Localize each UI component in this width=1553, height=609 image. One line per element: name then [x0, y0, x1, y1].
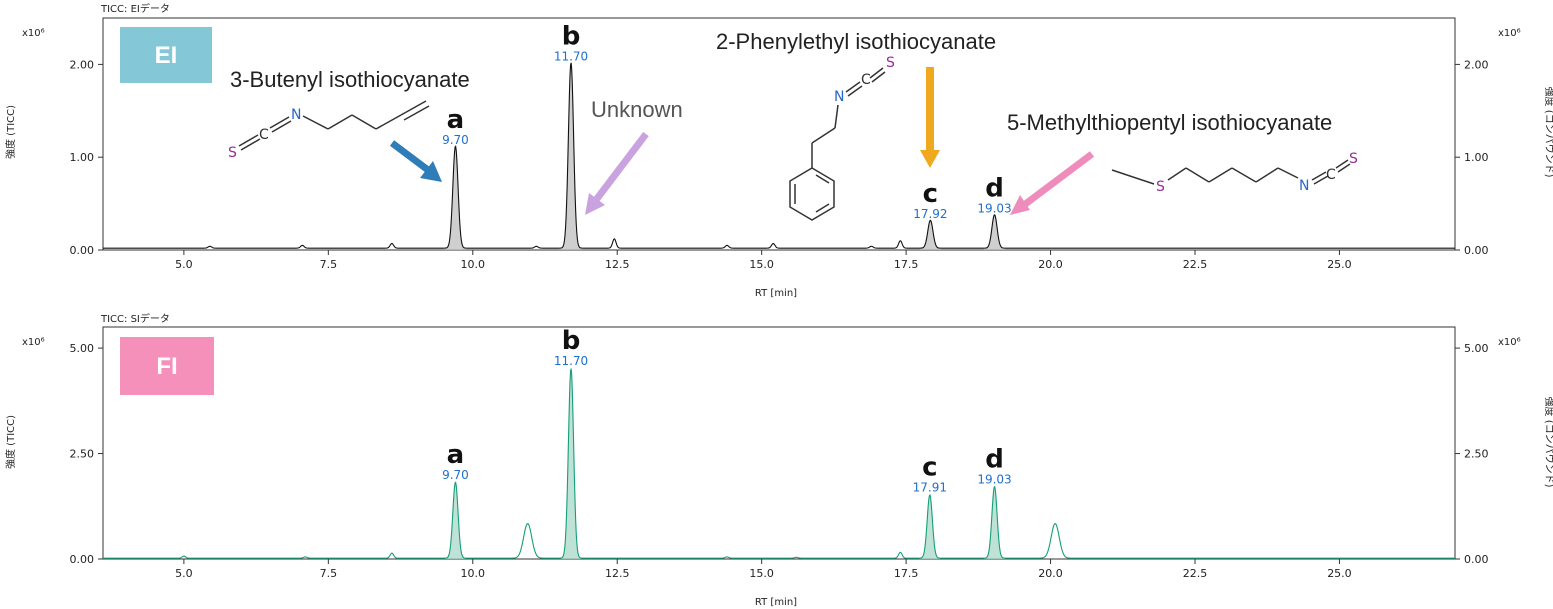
arrow-to-peak-c [920, 67, 940, 168]
fi-panel-header: TICC: SIデータ [100, 312, 170, 325]
atom-c-label: C [1326, 167, 1336, 183]
fi-peak-rt-label: 19.03 [977, 472, 1011, 486]
fi-peak-letter-d: d [985, 444, 1004, 474]
annotation-unknown: Unknown [591, 97, 683, 122]
fi-scale-label-left: x10⁶ [22, 337, 45, 348]
arrow-to-peak-d [1010, 151, 1095, 215]
ei-peak-letter-c: c [923, 179, 938, 209]
ei-scale-label-left: x10⁶ [22, 28, 45, 39]
fi-x-tick-label: 25.0 [1327, 567, 1352, 580]
fi-x-tick-label: 20.0 [1038, 567, 1063, 580]
ei-peak-rt-label: 11.70 [554, 49, 588, 63]
annotation-2-phenylethyl-isothiocyanate: 2-Phenylethyl isothiocyanate [716, 29, 996, 54]
arrow-to-unknown-peak [585, 131, 649, 215]
fi-badge [120, 337, 214, 395]
atom-n-label: N [291, 107, 301, 123]
fi-x-axis-label: RT [min] [755, 597, 797, 608]
ei-y-tick-label: 2.00 [70, 58, 95, 71]
fi-chromatogram-panel: TICC: SIデータ x10⁶ x10⁶ 強度 (TICC) 強度 (コンパウ… [4, 312, 1553, 608]
atom-s-label: S [1156, 179, 1165, 195]
atom-s-label: S [228, 145, 237, 161]
fi-y-tick-label: 2.50 [70, 448, 95, 461]
fi-peak-rt-label: 9.70 [442, 468, 469, 482]
ei-x-tick-label: 7.5 [320, 258, 338, 271]
ei-peak-letter-d: d [985, 174, 1004, 204]
fi-peak-rt-label: 11.70 [554, 354, 588, 368]
fi-y-tick-label-right: 0.00 [1464, 553, 1489, 566]
ei-plot-frame [102, 17, 1456, 251]
ei-x-tick-label: 5.0 [175, 258, 193, 271]
ei-y-tick-label-right: 1.00 [1464, 151, 1489, 164]
fi-x-tick-label: 5.0 [175, 567, 193, 580]
fi-peak-labels: 9.70a 11.70b 17.91c 19.03d [442, 326, 1012, 495]
fi-trace-line [103, 368, 1455, 559]
fi-peak-letter-b: b [562, 326, 581, 356]
fi-plot-frame [102, 326, 1456, 560]
structure-5-methylthiopentyl-isothiocyanate: S N C S [1111, 151, 1358, 195]
fi-peak-rt-label: 17.91 [913, 481, 947, 495]
atom-n-label: N [834, 89, 844, 105]
ei-peak-rt-label: 19.03 [977, 202, 1011, 216]
ei-peak-fill [445, 62, 1005, 250]
atom-c-label: C [259, 127, 269, 143]
ei-x-tick-label: 15.0 [749, 258, 774, 271]
fi-y-tick-label-right: 2.50 [1464, 448, 1489, 461]
fi-axes: 5.0 7.5 10.0 12.5 15.0 17.5 20.0 22.5 25.0 0.00 0.… [70, 326, 1489, 580]
ei-axes: 5.0 7.5 10.0 12.5 15.0 17.5 20.0 22.5 25.0 0.00 0.… [70, 17, 1489, 271]
ei-scale-label-right: x10⁶ [1498, 28, 1521, 39]
fi-x-tick-label: 17.5 [894, 567, 919, 580]
atom-n-label: N [1299, 178, 1309, 194]
fi-peak-letter-c: c [922, 453, 937, 483]
fi-y-tick-label: 5.00 [70, 342, 95, 355]
fi-badge-label: FI [156, 353, 177, 380]
fi-x-tick-label: 22.5 [1183, 567, 1208, 580]
annotation-5-methylthiopentyl-isothiocyanate: 5-Methylthiopentyl isothiocyanate [1007, 110, 1332, 135]
ei-x-tick-label: 10.0 [461, 258, 486, 271]
ei-peak-letter-a: a [447, 105, 465, 135]
ei-trace-line [103, 62, 1455, 249]
ei-peak-rt-label: 17.92 [913, 207, 947, 221]
ei-panel-header: TICC: EIデータ [100, 2, 170, 15]
ei-x-tick-label: 12.5 [605, 258, 630, 271]
ei-peak-letter-b: b [562, 21, 581, 51]
fi-peak-letter-a: a [447, 440, 465, 470]
ei-x-axis-label: RT [min] [755, 288, 797, 299]
ei-x-tick-label: 25.0 [1327, 258, 1352, 271]
ei-y-tick-label: 0.00 [70, 244, 95, 257]
fi-x-tick-label: 15.0 [749, 567, 774, 580]
annotation-3-butenyl-isothiocyanate: 3-Butenyl isothiocyanate [230, 67, 470, 92]
fi-x-tick-label: 10.0 [461, 567, 486, 580]
fi-y-axis-label: 強度 (TICC) [4, 415, 17, 469]
ei-y-axis-label-right: 強度 (コンパウンド) [1543, 87, 1553, 178]
structure-2-phenylethyl-isothiocyanate: N C S [789, 55, 895, 221]
ei-y-tick-label-right: 0.00 [1464, 244, 1489, 257]
ei-x-tick-label: 20.0 [1038, 258, 1063, 271]
ei-y-tick-label-right: 2.00 [1464, 58, 1489, 71]
structure-3-butenyl-isothiocyanate: S C N [228, 100, 430, 161]
ei-peak-labels: 9.70a 11.70b 17.92c 19.03d [442, 21, 1012, 221]
ei-x-tick-label: 22.5 [1183, 258, 1208, 271]
fi-peak-fill [445, 368, 1005, 559]
fi-y-axis-label-right: 強度 (コンパウンド) [1543, 397, 1553, 488]
ei-y-tick-label: 1.00 [70, 151, 95, 164]
atom-s-label: S [886, 55, 895, 71]
atom-s-label: S [1349, 151, 1358, 167]
fi-x-tick-label: 12.5 [605, 567, 630, 580]
ei-chromatogram-panel: TICC: EIデータ x10⁶ x10⁶ 強度 (TICC) 強度 (コンパウ… [4, 2, 1553, 299]
fi-y-tick-label: 0.00 [70, 553, 95, 566]
ei-badge-label: EI [155, 42, 178, 69]
fi-y-tick-label-right: 5.00 [1464, 342, 1489, 355]
ei-badge [120, 27, 212, 83]
ei-y-axis-label: 強度 (TICC) [4, 105, 17, 159]
atom-c-label: C [861, 72, 871, 88]
arrow-to-peak-a [389, 140, 442, 182]
ei-x-tick-label: 17.5 [894, 258, 919, 271]
fi-scale-label-right: x10⁶ [1498, 337, 1521, 348]
fi-x-tick-label: 7.5 [320, 567, 338, 580]
ei-peak-rt-label: 9.70 [442, 133, 469, 147]
